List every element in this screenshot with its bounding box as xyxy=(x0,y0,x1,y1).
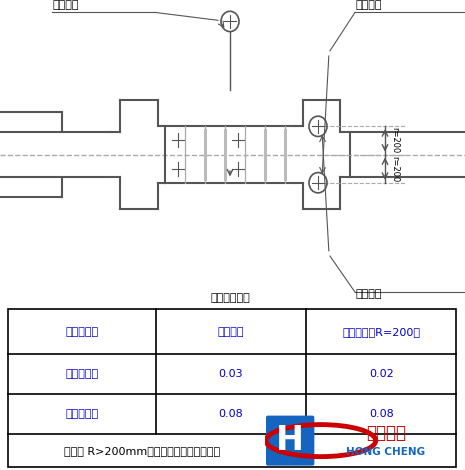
Text: 弹性联轴器: 弹性联轴器 xyxy=(65,409,98,419)
Text: 用于找正简图: 用于找正简图 xyxy=(210,293,250,304)
Text: HONG CHENG: HONG CHENG xyxy=(346,446,425,457)
Text: r=200: r=200 xyxy=(390,127,399,153)
Text: 0.08: 0.08 xyxy=(219,409,243,419)
Text: 轴向跳动: 轴向跳动 xyxy=(355,0,381,10)
Text: 刚性联轴器: 刚性联轴器 xyxy=(65,369,98,379)
Text: 轴向跳动: 轴向跳动 xyxy=(355,289,381,298)
Text: 桂林鸿程: 桂林鸿程 xyxy=(366,423,406,442)
Text: 如需要 R>200mm，轴向跳动应按比例增大: 如需要 R>200mm，轴向跳动应按比例增大 xyxy=(64,446,220,455)
Text: 0.03: 0.03 xyxy=(219,369,243,379)
Text: 径向跳动: 径向跳动 xyxy=(218,327,244,337)
Text: 0.02: 0.02 xyxy=(369,369,393,379)
FancyBboxPatch shape xyxy=(266,415,314,466)
Text: 0.08: 0.08 xyxy=(369,409,393,419)
Text: 联轴器类型: 联轴器类型 xyxy=(65,327,98,337)
Text: 径向跳动: 径向跳动 xyxy=(52,0,79,10)
Text: 轴向跳动（R=200）: 轴向跳动（R=200） xyxy=(342,327,420,337)
Text: r=200: r=200 xyxy=(390,156,399,182)
Text: H: H xyxy=(276,424,304,457)
